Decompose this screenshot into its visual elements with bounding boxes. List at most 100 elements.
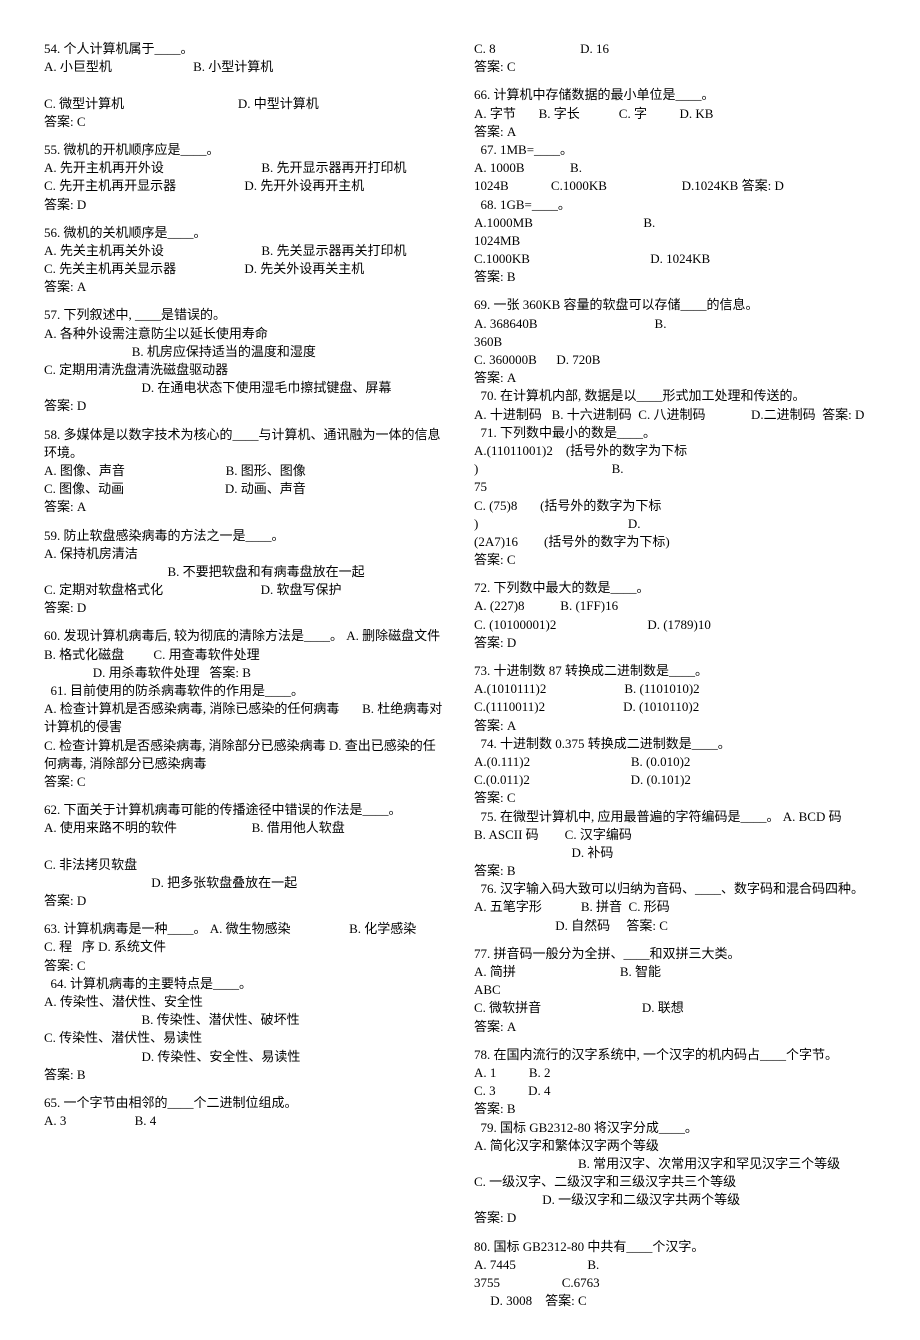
text-line: 360B bbox=[474, 333, 876, 351]
question-block: 65. 一个字节由相邻的____个二进制位组成。A. 3 B. 4 bbox=[44, 1094, 446, 1130]
text-line: C.1000KB D. 1024KB bbox=[474, 250, 876, 268]
text-line: 59. 防止软盘感染病毒的方法之一是____。 bbox=[44, 527, 446, 545]
question-block: 77. 拼音码一般分为全拼、____和双拼三大类。A. 简拼 B. 智能ABCC… bbox=[474, 945, 876, 1036]
text-line: A. 小巨型机 B. 小型计算机 bbox=[44, 58, 446, 76]
text-line: 答案: C bbox=[44, 113, 446, 131]
text-line: 答案: D bbox=[474, 634, 876, 652]
question-block: 56. 微机的关机顺序是____。A. 先关主机再关外设 B. 先关显示器再关打… bbox=[44, 224, 446, 297]
text-line: A. 字节 B. 字长 C. 字 D. KB bbox=[474, 105, 876, 123]
text-line bbox=[44, 838, 446, 856]
text-line: A.1000MB B. bbox=[474, 214, 876, 232]
text-line: 65. 一个字节由相邻的____个二进制位组成。 bbox=[44, 1094, 446, 1112]
text-line: B. 常用汉字、次常用汉字和罕见汉字三个等级 bbox=[474, 1155, 876, 1173]
text-line: C. 8 D. 16 bbox=[474, 40, 876, 58]
text-line: C. 先关主机再关显示器 D. 先关外设再关主机 bbox=[44, 260, 446, 278]
text-line: C. 图像、动画 D. 动画、声音 bbox=[44, 480, 446, 498]
text-line: C. 定期用清洗盘清洗磁盘驱动器 bbox=[44, 361, 446, 379]
text-line: C. 360000B D. 720B bbox=[474, 351, 876, 369]
text-line: A. 1000B B. bbox=[474, 159, 876, 177]
text-line: C. 定期对软盘格式化 D. 软盘写保护 bbox=[44, 581, 446, 599]
text-line: 答案: A bbox=[44, 278, 446, 296]
text-line: 答案: D bbox=[44, 599, 446, 617]
text-line: 答案: A bbox=[474, 123, 876, 141]
text-line: 75. 在微型计算机中, 应用最普遍的字符编码是____。 A. BCD 码 B… bbox=[474, 808, 876, 844]
text-line: 73. 十进制数 87 转换成二进制数是____。 bbox=[474, 662, 876, 680]
text-line: 62. 下面关于计算机病毒可能的传播途径中错误的作法是____。 bbox=[44, 801, 446, 819]
text-line: 答案: C bbox=[474, 551, 876, 569]
text-line: 80. 国标 GB2312-80 中共有____个汉字。 bbox=[474, 1238, 876, 1256]
right-column: C. 8 D. 16答案: C66. 计算机中存储数据的最小单位是____。A.… bbox=[474, 40, 876, 1320]
text-line: 60. 发现计算机病毒后, 较为彻底的清除方法是____。 A. 删除磁盘文件 … bbox=[44, 627, 446, 663]
text-line: 55. 微机的开机顺序应是____。 bbox=[44, 141, 446, 159]
question-block: 80. 国标 GB2312-80 中共有____个汉字。A. 7445 B.37… bbox=[474, 1238, 876, 1311]
text-line: C. 微软拼音 D. 联想 bbox=[474, 999, 876, 1017]
text-line: ) D. bbox=[474, 515, 876, 533]
text-line: D. 在通电状态下使用湿毛巾擦拭键盘、屏幕 bbox=[44, 379, 446, 397]
text-line: 79. 国标 GB2312-80 将汉字分成____。 bbox=[474, 1119, 876, 1137]
question-block: 57. 下列叙述中, ____是错误的。A. 各种外设需注意防尘以延长使用寿命 … bbox=[44, 306, 446, 415]
text-line: A. 传染性、潜伏性、安全性 bbox=[44, 993, 446, 1011]
text-line: D. 一级汉字和二级汉字共两个等级 bbox=[474, 1191, 876, 1209]
text-line: 74. 十进制数 0.375 转换成二进制数是____。 bbox=[474, 735, 876, 753]
text-line: 答案: B bbox=[474, 862, 876, 880]
text-line: 70. 在计算机内部, 数据是以____形式加工处理和传送的。 bbox=[474, 387, 876, 405]
text-line: 64. 计算机病毒的主要特点是____。 bbox=[44, 975, 446, 993]
text-line: 答案: A bbox=[44, 498, 446, 516]
text-line: ABC bbox=[474, 981, 876, 999]
question-block: 60. 发现计算机病毒后, 较为彻底的清除方法是____。 A. 删除磁盘文件 … bbox=[44, 627, 446, 791]
text-line: C. 先开主机再开显示器 D. 先开外设再开主机 bbox=[44, 177, 446, 195]
text-line: A. 3 B. 4 bbox=[44, 1112, 446, 1130]
text-line: A.(0.111)2 B. (0.010)2 bbox=[474, 753, 876, 771]
text-line: 1024MB bbox=[474, 232, 876, 250]
text-line: 57. 下列叙述中, ____是错误的。 bbox=[44, 306, 446, 324]
text-line: A. 图像、声音 B. 图形、图像 bbox=[44, 462, 446, 480]
text-line: C. 非法拷贝软盘 bbox=[44, 856, 446, 874]
text-line: B. 机房应保持适当的温度和湿度 bbox=[44, 343, 446, 361]
question-block: C. 8 D. 16答案: C bbox=[474, 40, 876, 76]
text-line: 答案: C bbox=[474, 58, 876, 76]
left-column: 54. 个人计算机属于____。A. 小巨型机 B. 小型计算机 C. 微型计算… bbox=[44, 40, 446, 1320]
text-line: B. 不要把软盘和有病毒盘放在一起 bbox=[44, 563, 446, 581]
text-line: 答案: A bbox=[474, 717, 876, 735]
text-line: 答案: D bbox=[474, 1209, 876, 1227]
text-line: 答案: D bbox=[44, 397, 446, 415]
text-line: A. 先开主机再开外设 B. 先开显示器再开打印机 bbox=[44, 159, 446, 177]
text-line: C. (75)8 (括号外的数字为下标 bbox=[474, 497, 876, 515]
text-line: A. 简拼 B. 智能 bbox=[474, 963, 876, 981]
text-line: A. 各种外设需注意防尘以延长使用寿命 bbox=[44, 325, 446, 343]
text-line: C. 一级汉字、二级汉字和三级汉字共三个等级 bbox=[474, 1173, 876, 1191]
text-line: A. 简化汉字和繁体汉字两个等级 bbox=[474, 1137, 876, 1155]
question-block: 63. 计算机病毒是一种____。 A. 微生物感染 B. 化学感染 C. 程 … bbox=[44, 920, 446, 1084]
text-line: D. 用杀毒软件处理 答案: B bbox=[44, 664, 446, 682]
text-line: 71. 下列数中最小的数是____。 bbox=[474, 424, 876, 442]
text-line: 答案: C bbox=[44, 957, 446, 975]
text-line: 答案: C bbox=[474, 789, 876, 807]
text-line: A. 先关主机再关外设 B. 先关显示器再关打印机 bbox=[44, 242, 446, 260]
text-line: 答案: A bbox=[474, 1018, 876, 1036]
text-line: C.(0.011)2 D. (0.101)2 bbox=[474, 771, 876, 789]
text-line: C. 检查计算机是否感染病毒, 消除部分已感染病毒 D. 查出已感染的任何病毒,… bbox=[44, 737, 446, 773]
text-line: 56. 微机的关机顺序是____。 bbox=[44, 224, 446, 242]
text-line: 63. 计算机病毒是一种____。 A. 微生物感染 B. 化学感染 C. 程 … bbox=[44, 920, 446, 956]
text-line: 69. 一张 360KB 容量的软盘可以存储____的信息。 bbox=[474, 296, 876, 314]
text-line: 67. 1MB=____。 bbox=[474, 141, 876, 159]
text-line: 78. 在国内流行的汉字系统中, 一个汉字的机内码占____个字节。 bbox=[474, 1046, 876, 1064]
question-block: 62. 下面关于计算机病毒可能的传播途径中错误的作法是____。A. 使用来路不… bbox=[44, 801, 446, 910]
text-line: C. 微型计算机 D. 中型计算机 bbox=[44, 95, 446, 113]
text-line: 66. 计算机中存储数据的最小单位是____。 bbox=[474, 86, 876, 104]
text-line: D. 把多张软盘叠放在一起 bbox=[44, 874, 446, 892]
text-line: 54. 个人计算机属于____。 bbox=[44, 40, 446, 58]
text-line: ) B. bbox=[474, 460, 876, 478]
question-block: 69. 一张 360KB 容量的软盘可以存储____的信息。A. 368640B… bbox=[474, 296, 876, 569]
text-line: A. 368640B B. bbox=[474, 315, 876, 333]
text-line: 68. 1GB=____。 bbox=[474, 196, 876, 214]
question-block: 72. 下列数中最大的数是____。A. (227)8 B. (1FF)16C.… bbox=[474, 579, 876, 652]
text-line: D. 补码 bbox=[474, 844, 876, 862]
text-line: A. 检查计算机是否感染病毒, 消除已感染的任何病毒 B. 杜绝病毒对计算机的侵… bbox=[44, 700, 446, 736]
text-line: A. 十进制码 B. 十六进制码 C. 八进制码 D.二进制码 答案: D bbox=[474, 406, 876, 424]
text-line: 58. 多媒体是以数字技术为核心的____与计算机、通讯融为一体的信息环境。 bbox=[44, 426, 446, 462]
text-line: A. 保持机房清洁 bbox=[44, 545, 446, 563]
page: 54. 个人计算机属于____。A. 小巨型机 B. 小型计算机 C. 微型计算… bbox=[0, 0, 920, 1340]
question-block: 66. 计算机中存储数据的最小单位是____。A. 字节 B. 字长 C. 字 … bbox=[474, 86, 876, 286]
text-line: 答案: B bbox=[44, 1066, 446, 1084]
